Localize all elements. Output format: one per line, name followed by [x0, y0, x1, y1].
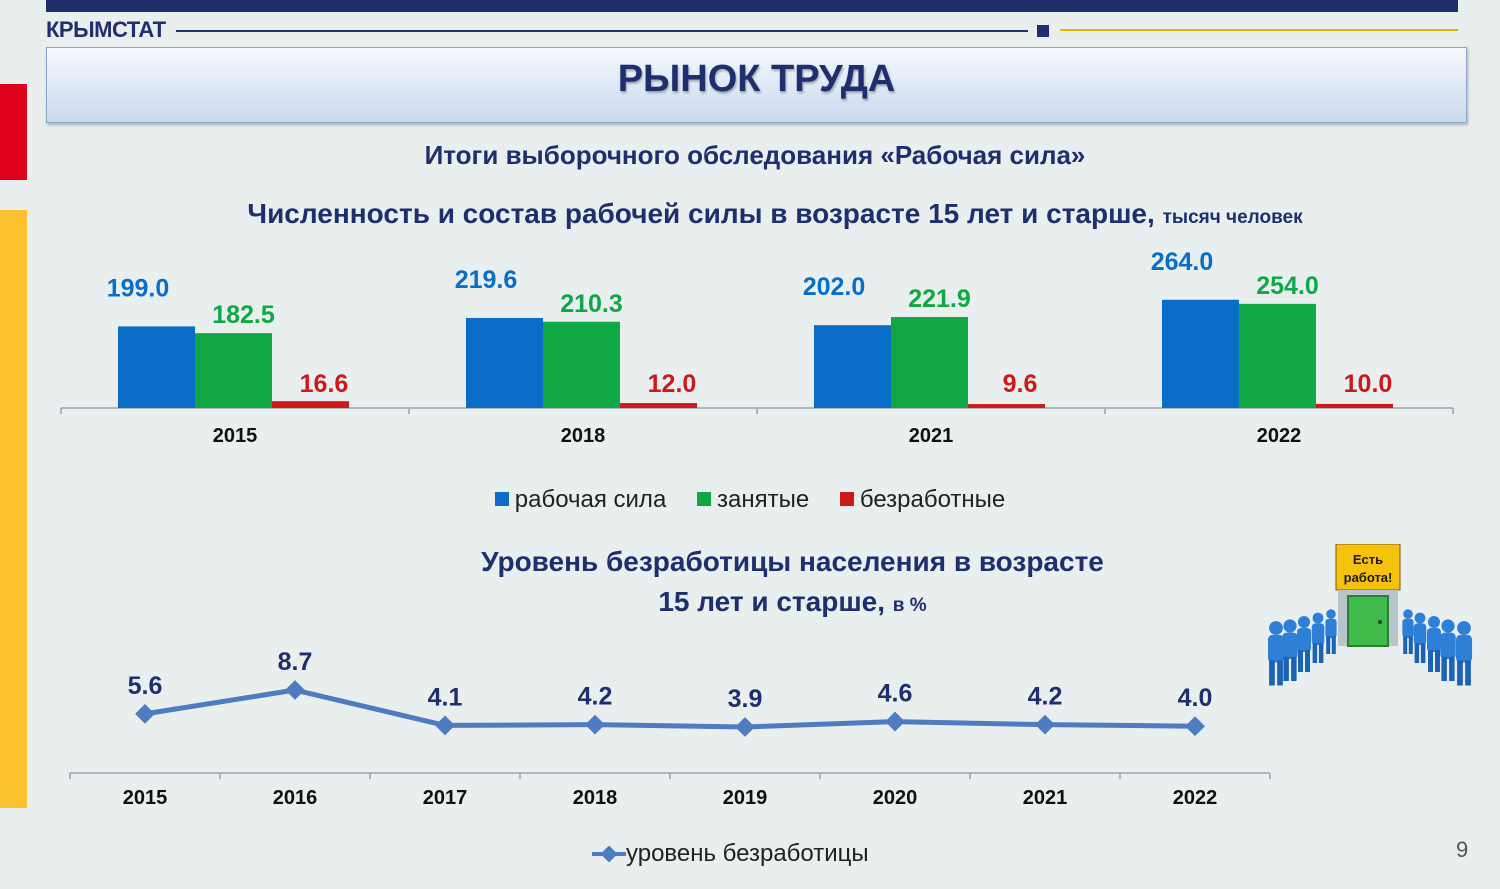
- bar-category-label: 2018: [561, 425, 606, 447]
- line-value-label: 3.9: [728, 685, 763, 713]
- line-chart-unit: в %: [892, 595, 927, 616]
- page-number: 9: [1456, 837, 1469, 862]
- legend-line-marker-icon: [592, 845, 626, 863]
- bar-labor-force: [1162, 299, 1239, 408]
- bar-value-label-labor-force: 219.6: [455, 266, 518, 294]
- sign-line2: работа!: [1344, 570, 1393, 585]
- line-category-label: 2019: [723, 787, 768, 809]
- people-queue-icon: [1268, 609, 1473, 686]
- line-point: [285, 680, 305, 700]
- bar-value-label-unemployed: 9.6: [1003, 370, 1038, 398]
- bar-value-label-employed: 254.0: [1256, 272, 1319, 300]
- line-chart-title-line1: Уровень безработицы населения в возрасте: [481, 546, 1104, 577]
- legend-label-employed: занятые: [716, 486, 810, 513]
- bar-labor-force: [118, 326, 195, 408]
- unemployment-rate-line: [144, 687, 1196, 730]
- line-chart-title: Уровень безработицы населения в возрасте…: [0, 542, 1500, 626]
- bar-chart-legend: рабочая сила занятые безработные: [0, 486, 1500, 514]
- sign-line1: Есть: [1353, 552, 1383, 567]
- bar-value-label-labor-force: 199.0: [107, 274, 170, 302]
- side-accent-red: [0, 84, 27, 180]
- bar-labor-force: [814, 325, 891, 408]
- header-rule-right: [1060, 29, 1458, 31]
- line-category-label: 2021: [1023, 787, 1068, 809]
- line-chart-title-line2: 15 лет и старше,: [658, 586, 886, 617]
- bar-category-label: 2022: [1257, 425, 1302, 447]
- bar-chart-title-text: Численность и состав рабочей силы в возр…: [247, 198, 1155, 229]
- top-bar: [46, 0, 1458, 12]
- legend-item-labor-force: рабочая сила: [494, 486, 667, 514]
- bar-category-label: 2021: [909, 425, 954, 447]
- line-value-label: 4.2: [1028, 683, 1063, 711]
- bar-unemployed: [272, 401, 349, 408]
- brand-name: КРЫМСТАТ: [46, 17, 166, 42]
- bar-employed: [891, 317, 968, 408]
- line-chart-legend: уровень безработицы: [592, 840, 869, 868]
- legend-swatch-labor-force: [494, 492, 509, 506]
- legend-label-unemployment-rate: уровень безработицы: [626, 840, 869, 867]
- bar-value-label-labor-force: 202.0: [803, 273, 866, 301]
- line-category-label: 2015: [123, 787, 168, 809]
- legend-item-unemployed: безработные: [839, 486, 1006, 514]
- line-value-label: 8.7: [278, 648, 313, 676]
- bar-value-label-labor-force: 264.0: [1151, 248, 1214, 276]
- line-category-label: 2020: [873, 787, 918, 809]
- bar-value-label-employed: 210.3: [560, 290, 623, 318]
- header-rule-left: [176, 30, 1028, 32]
- bar-value-label-unemployed: 12.0: [648, 370, 697, 398]
- page-subtitle: Итоги выборочного обследования «Рабочая …: [424, 140, 1086, 170]
- line-chart: 5.6 2015 8.7 2016 4.1 2017 4.2 2018 3.9 2019 4.6 20…: [69, 648, 1271, 809]
- legend-label-unemployed: безработные: [859, 486, 1006, 513]
- line-point: [585, 714, 605, 735]
- bar-employed: [195, 333, 272, 408]
- line-value-label: 4.6: [878, 680, 913, 708]
- bar-labor-force: [466, 317, 543, 408]
- line-value-label: 4.1: [428, 683, 463, 711]
- line-point: [885, 711, 905, 732]
- bar-employed: [543, 321, 620, 408]
- bar-chart: 2015 199.0 182.5 16.6 2018 219.6 210.3 12.0 2021…: [60, 248, 1454, 447]
- line-value-label: 4.2: [578, 683, 613, 711]
- line-point: [735, 717, 755, 737]
- line-value-label: 5.6: [128, 672, 163, 700]
- legend-swatch-unemployed: [839, 492, 854, 506]
- bar-value-label-unemployed: 10.0: [1344, 370, 1393, 398]
- line-category-label: 2018: [573, 787, 618, 809]
- bar-value-label-unemployed: 16.6: [300, 370, 349, 398]
- job-queue-illustration: Есть работа!: [1268, 544, 1473, 686]
- line-point: [1185, 716, 1205, 737]
- line-value-label: 4.0: [1178, 684, 1213, 712]
- line-category-label: 2022: [1173, 787, 1218, 809]
- bar-value-label-employed: 221.9: [908, 285, 971, 313]
- line-point: [1035, 714, 1055, 735]
- line-category-label: 2016: [273, 787, 318, 809]
- header-rule-square: [1037, 25, 1049, 37]
- bar-value-label-employed: 182.5: [212, 301, 275, 329]
- bar-unemployed: [620, 403, 697, 408]
- line-point: [435, 715, 455, 736]
- line-category-label: 2017: [423, 787, 468, 809]
- bar-chart-title: Численность и состав рабочей силы в возр…: [0, 198, 1500, 230]
- title-panel: [46, 47, 1467, 123]
- bar-employed: [1239, 303, 1316, 408]
- legend-swatch-employed: [696, 492, 711, 506]
- bar-chart-unit: тысяч человек: [1162, 207, 1303, 228]
- legend-label-labor-force: рабочая сила: [514, 486, 667, 513]
- side-accent-yellow: [0, 210, 27, 808]
- bar-category-label: 2015: [213, 425, 258, 447]
- line-point: [135, 703, 155, 724]
- page-title: РЫНОК ТРУДА: [617, 58, 896, 100]
- legend-item-employed: занятые: [696, 486, 810, 514]
- bar-unemployed: [1316, 403, 1393, 408]
- bar-unemployed: [968, 404, 1045, 408]
